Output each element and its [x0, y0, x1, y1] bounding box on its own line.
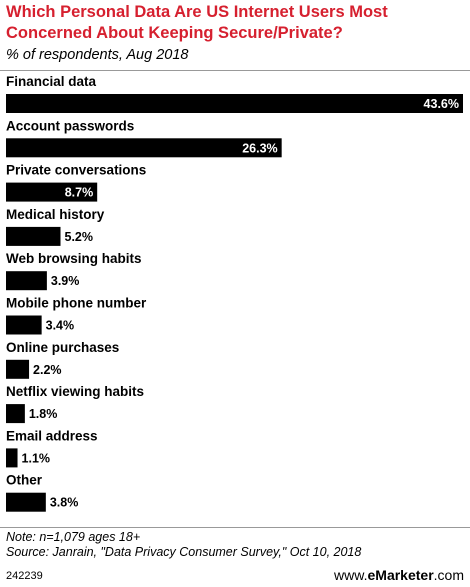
- chart-title: Which Personal Data Are US Internet User…: [6, 3, 388, 42]
- value-label: 3.9%: [51, 274, 80, 288]
- category-label: Private conversations: [6, 163, 146, 178]
- category-label: Account passwords: [6, 118, 134, 133]
- value-label: 5.2%: [65, 230, 94, 244]
- category-label: Medical history: [6, 207, 105, 222]
- value-label: 8.7%: [65, 186, 94, 200]
- source-text: Source: Janrain, "Data Privacy Consumer …: [6, 545, 362, 559]
- value-label: 3.4%: [46, 319, 75, 333]
- brand-suffix: .com: [433, 567, 464, 583]
- bottom-divider: [0, 527, 470, 528]
- chart-notes: Note: n=1,079 ages 18+ Source: Janrain, …: [6, 530, 361, 560]
- chart-subtitle: % of respondents, Aug 2018: [6, 47, 189, 63]
- bar: [6, 492, 46, 512]
- category-label: Financial data: [6, 74, 97, 89]
- category-label: Email address: [6, 428, 98, 443]
- category-label: Other: [6, 473, 43, 488]
- bar: [6, 404, 25, 424]
- value-label: 3.8%: [50, 496, 79, 510]
- bar: [6, 138, 282, 158]
- top-divider: [0, 70, 470, 71]
- value-label: 26.3%: [242, 141, 277, 155]
- bar: [6, 315, 42, 335]
- bar-chart: Financial data 43.6% Account passwords 26.3…: [6, 74, 463, 512]
- value-label: 1.1%: [22, 451, 51, 465]
- brand-name: eMarketer: [367, 567, 434, 583]
- value-label: 2.2%: [33, 363, 62, 377]
- bar: [6, 359, 30, 379]
- brand-prefix: www.: [334, 567, 368, 583]
- note-text: Note: n=1,079 ages 18+: [6, 530, 141, 544]
- bar: [6, 448, 18, 468]
- chart-id: 242239: [6, 570, 43, 582]
- bar: [6, 226, 61, 246]
- brand-logo: www.eMarketer.com: [334, 567, 464, 583]
- category-label: Mobile phone number: [6, 296, 147, 311]
- value-label: 43.6%: [424, 97, 459, 111]
- bar: [6, 94, 463, 113]
- category-label: Web browsing habits: [6, 251, 142, 266]
- bar: [6, 271, 47, 291]
- bar: [6, 182, 98, 202]
- category-label: Netflix viewing habits: [6, 384, 144, 399]
- category-label: Online purchases: [6, 340, 119, 355]
- value-label: 1.8%: [29, 407, 58, 421]
